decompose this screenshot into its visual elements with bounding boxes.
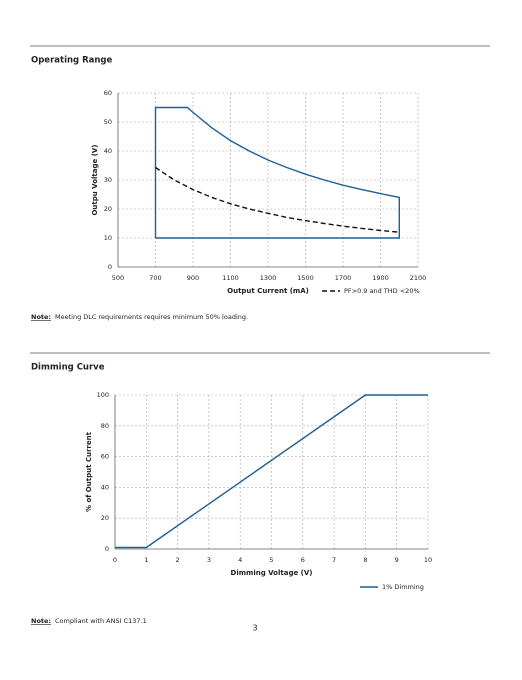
x-tick-label: 10 [424,556,432,564]
y-tick-label: 60 [104,89,112,97]
note-text: Meeting DLC requirements requires minimu… [55,313,248,321]
section-title: Operating Range [31,56,112,66]
y-tick-label: 40 [104,147,112,155]
x-tick-label: 7 [332,556,336,564]
y-tick-label: 20 [104,205,112,213]
x-tick-label: 2100 [410,274,427,282]
x-tick-label: 1500 [297,274,314,282]
x-tick-label: 8 [363,556,367,564]
legend-label: 1% Dimming [382,583,424,591]
page-number: 3 [252,624,257,633]
series-line [154,106,400,239]
y-tick-label: 60 [101,453,109,461]
x-tick-label: 5 [269,556,273,564]
x-tick-label: 1900 [372,274,389,282]
x-tick-label: 1300 [260,274,277,282]
note-text: Compliant with ANSI C137.1 [55,617,147,625]
y-tick-label: 20 [101,514,109,522]
x-axis-label: Output Current (mA) [227,287,309,295]
x-tick-label: 3 [207,556,211,564]
y-tick-label: 30 [104,176,112,184]
x-tick-label: 900 [187,274,199,282]
x-tick-label: 500 [112,274,124,282]
y-tick-label: 0 [108,263,112,271]
x-tick-label: 2 [176,556,180,564]
x-tick-label: 9 [395,556,399,564]
x-tick-label: 4 [238,556,242,564]
y-tick-label: 100 [97,391,109,399]
y-tick-label: 50 [104,118,112,126]
section-title: Dimming Curve [31,363,105,373]
y-axis-label: Outpu Voltage (V) [91,144,99,215]
x-axis-label: Dimming Voltage (V) [231,569,313,577]
series-line [155,166,400,233]
x-tick-label: 700 [149,274,161,282]
y-tick-label: 10 [104,234,112,242]
legend-label: PF>0.9 and THD <20% [344,287,420,295]
x-tick-label: 6 [301,556,305,564]
y-tick-label: 0 [105,545,109,553]
y-tick-label: 40 [101,483,109,491]
y-tick-label: 80 [101,422,109,430]
x-tick-label: 1700 [335,274,352,282]
x-tick-label: 0 [113,556,117,564]
note-label: Note: [31,313,51,321]
x-tick-label: 1100 [222,274,239,282]
x-tick-label: 1 [144,556,148,564]
y-axis-label: % of Output Current [85,431,93,512]
series-line [115,394,428,549]
note-label: Note: [31,617,51,625]
